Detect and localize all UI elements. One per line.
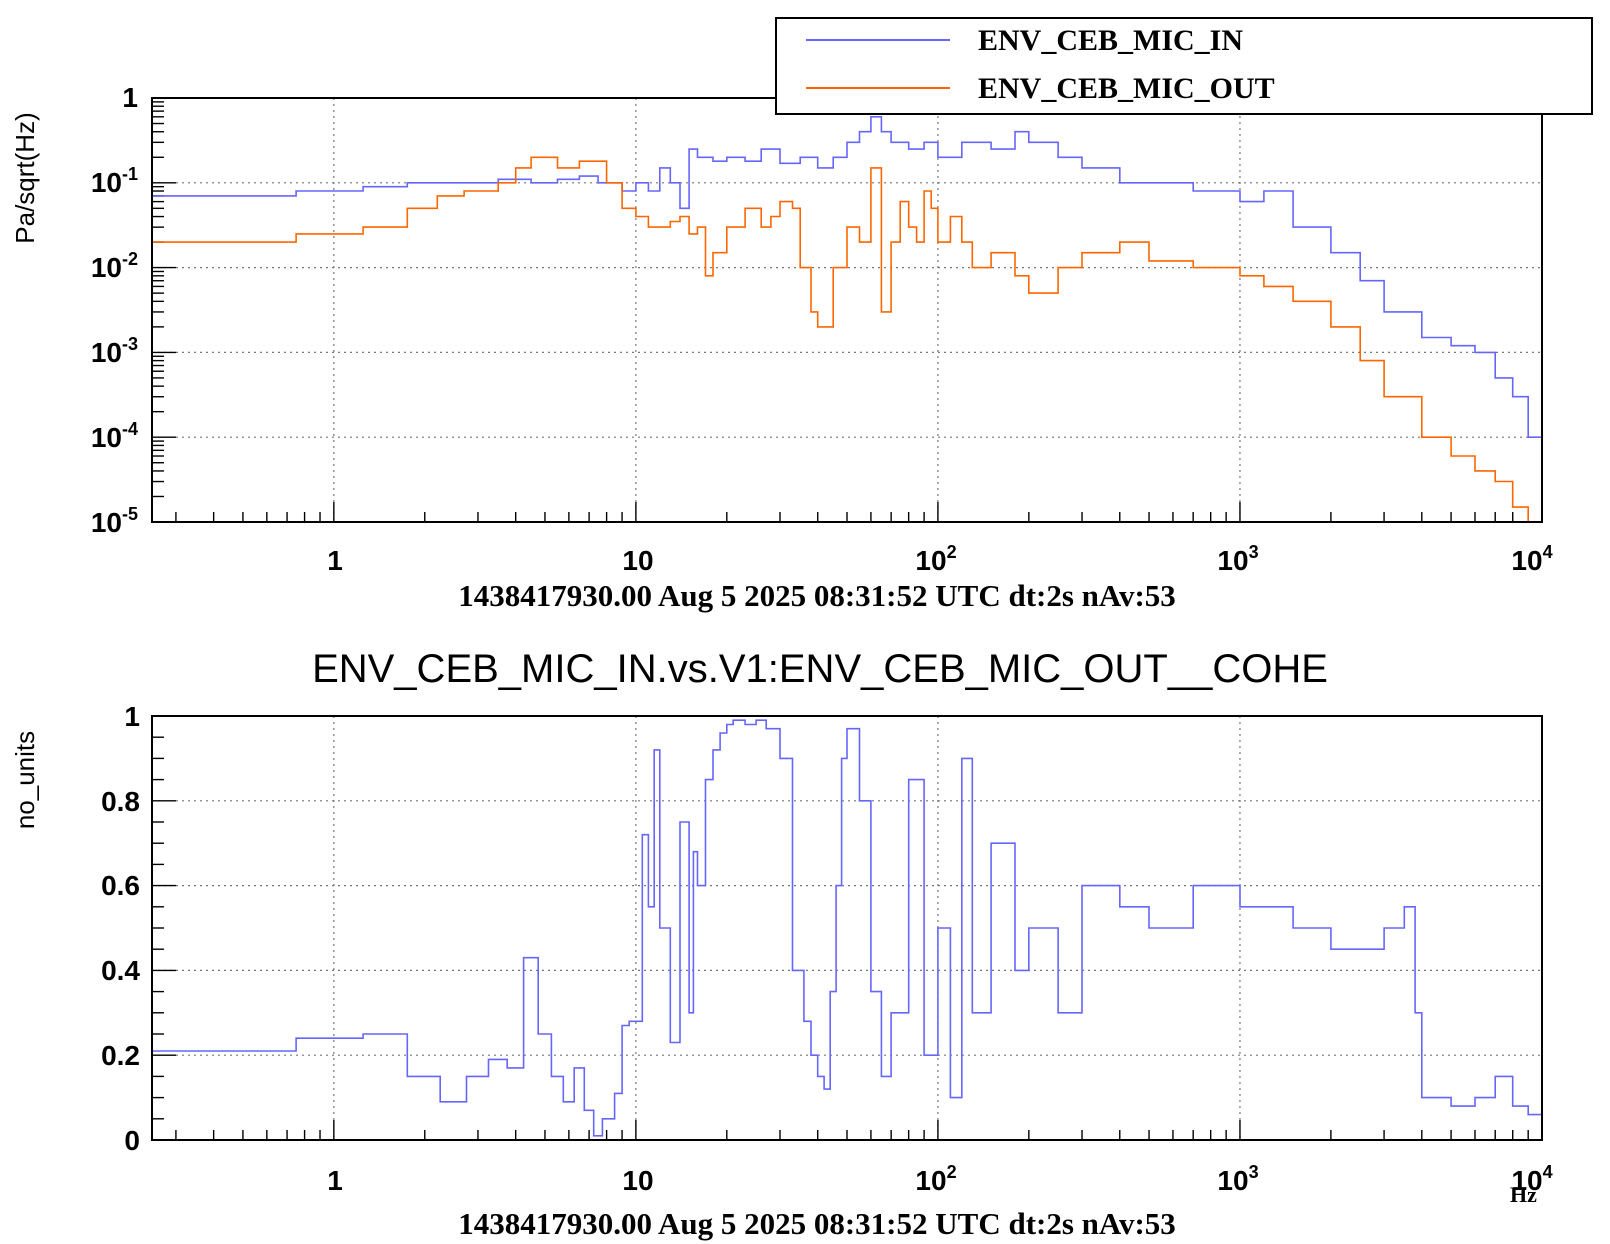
asd-x-tick-label: 102: [915, 542, 956, 576]
asd-gridlines: [152, 98, 1542, 522]
coherence-y-tick-label: 0: [124, 1125, 140, 1156]
coherence-footer-timestamp: 1438417930.00 Aug 5 2025 08:31:52 UTC dt…: [458, 1206, 1176, 1241]
coherence-y-tick-label: 0.4: [101, 955, 140, 986]
coherence-series-group: [152, 719, 1543, 1137]
coherence-panel: ENV_CEB_MIC_IN.vs.V1:ENV_CEB_MIC_OUT__CO…: [10, 647, 1553, 1241]
legend-box: [775, 17, 1593, 115]
coherence-y-tick-label: 0.6: [101, 870, 140, 901]
asd-x-tick-label: 1: [327, 545, 343, 576]
coherence-x-tick-label: 102: [915, 1162, 956, 1196]
coherence-y-tick-label: 0.2: [101, 1040, 140, 1071]
coherence-y-tick-labels: 0 0.2 0.4 0.6 0.8 1: [101, 701, 140, 1156]
coherence-x-tick-label: 10: [622, 1165, 653, 1196]
coherence-x-unit-label: Hz: [1510, 1182, 1537, 1207]
coherence-x-tick-label: 103: [1217, 1162, 1258, 1196]
asd-series-line-env-ceb-mic-out: [152, 156, 1529, 522]
asd-y-tick-label: 10-3: [91, 334, 138, 368]
asd-y-tick-label: 10-5: [91, 504, 138, 538]
coherence-series-line-coherence: [152, 719, 1543, 1137]
coherence-y-tick-label: 1: [124, 701, 140, 732]
coherence-x-tick-labels: 1 10 102 103 104: [327, 1162, 1552, 1196]
legend-label-mic-out: ENV_CEB_MIC_OUT: [978, 72, 1275, 105]
asd-panel: 1 10-1 10-2 10-3 10-4 10-5 1 10 102 103 …: [10, 17, 1593, 613]
asd-y-tick-label: 10-2: [91, 249, 138, 283]
asd-footer-timestamp: 1438417930.00 Aug 5 2025 08:31:52 UTC dt…: [458, 578, 1176, 613]
coherence-tick-marks: [152, 715, 1529, 1141]
asd-x-tick-label: 104: [1511, 542, 1552, 576]
coherence-plot-frame: [151, 715, 1543, 1141]
coherence-title: ENV_CEB_MIC_IN.vs.V1:ENV_CEB_MIC_OUT__CO…: [312, 647, 1328, 691]
asd-y-tick-label: 1: [122, 82, 138, 113]
legend-label-mic-in: ENV_CEB_MIC_IN: [978, 24, 1243, 57]
asd-y-tick-label: 10-4: [91, 419, 138, 453]
coherence-y-axis-label: no_units: [10, 731, 40, 829]
asd-y-tick-labels: 1 10-1 10-2 10-3 10-4 10-5: [91, 82, 138, 538]
coherence-x-tick-label: 1: [327, 1165, 343, 1196]
coherence-x-tick-label: 104: [1511, 1162, 1552, 1196]
asd-x-tick-labels: 1 10 102 103 104: [327, 542, 1552, 576]
asd-x-tick-label: 103: [1217, 542, 1258, 576]
asd-x-tick-label: 10: [622, 545, 653, 576]
asd-y-tick-label: 10-1: [91, 164, 138, 198]
asd-legend: ENV_CEB_MIC_IN ENV_CEB_MIC_OUT: [775, 17, 1593, 115]
asd-y-axis-label: Pa/sqrt(Hz): [10, 112, 40, 243]
asd-series-group: [152, 116, 1543, 522]
coherence-y-tick-label: 0.8: [101, 786, 140, 817]
